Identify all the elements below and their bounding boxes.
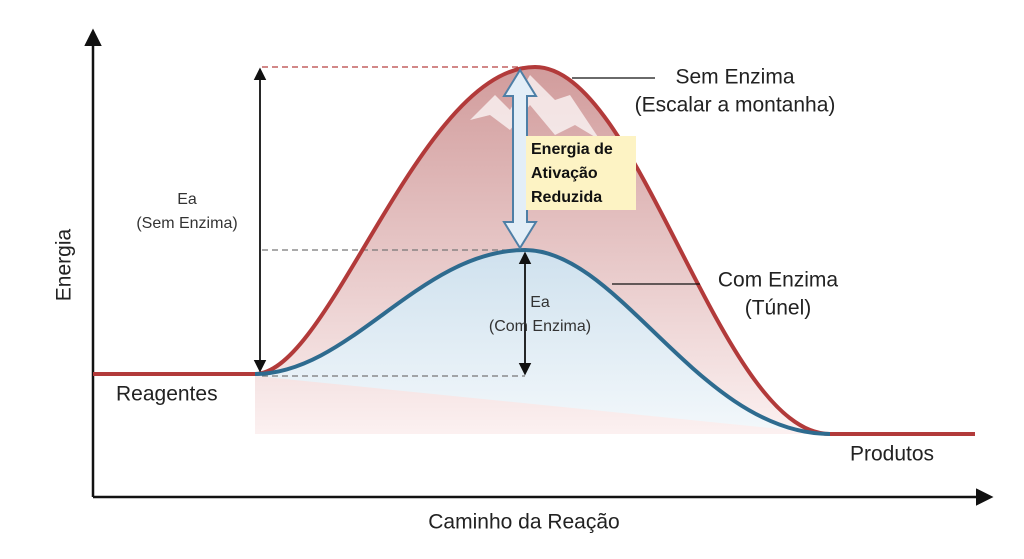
y-axis-label: Energia xyxy=(53,228,76,301)
reduced-energy-arrow xyxy=(502,68,538,250)
curve-note: (Túnel) xyxy=(745,297,812,320)
products-label: Produtos xyxy=(850,443,934,466)
ea-label: (Sem Enzima) xyxy=(136,215,237,232)
ea-label: Ea xyxy=(530,294,550,311)
x-axis-label: Caminho da Reação xyxy=(428,511,619,534)
curve-note: (Escalar a montanha) xyxy=(635,94,836,117)
reactants-label: Reagentes xyxy=(116,383,218,406)
no-enzyme-curve xyxy=(93,64,975,436)
tunnel-fill xyxy=(255,250,830,434)
reduced-energy-box xyxy=(526,136,636,210)
reduced-label: Energia de xyxy=(531,141,613,158)
snow-cap xyxy=(470,75,600,140)
ea-label: Ea xyxy=(177,191,197,208)
enzyme-curve xyxy=(254,247,831,436)
curve-name: Sem Enzima xyxy=(675,66,794,89)
ea-label: (Com Enzima) xyxy=(489,318,591,335)
curve-name: Com Enzima xyxy=(718,269,839,292)
reduced-label: Reduzida xyxy=(531,189,602,206)
reduced-label: Ativação xyxy=(531,165,598,182)
